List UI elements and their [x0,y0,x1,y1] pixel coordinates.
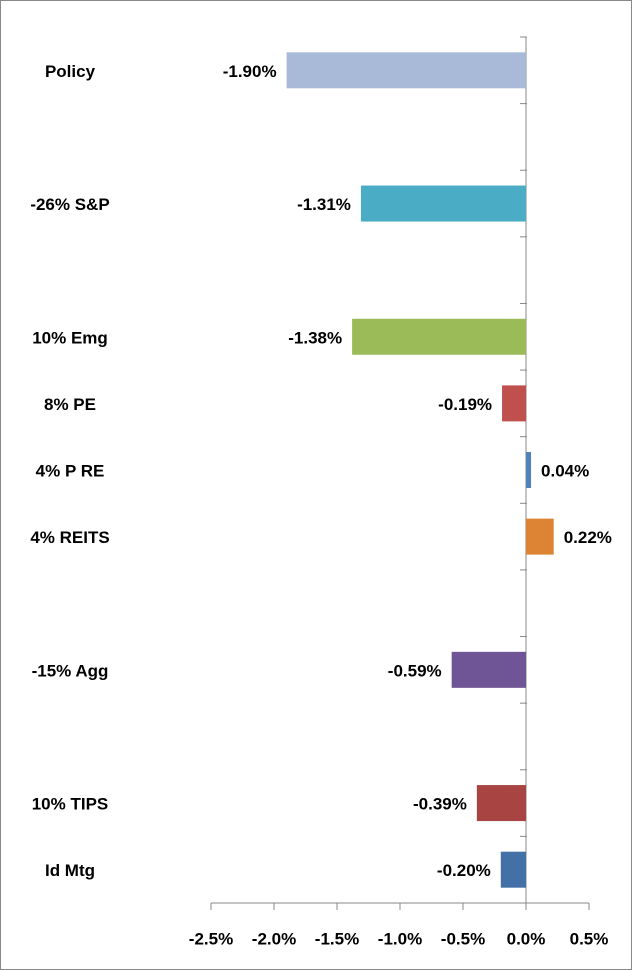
category-label: Policy [45,62,96,81]
value-label: -0.19% [438,395,492,414]
category-label: -26% S&P [30,195,109,214]
x-tick-label: -2.0% [252,929,296,948]
bar [451,651,526,688]
x-tick-label: 0.0% [507,929,546,948]
value-label: -1.38% [288,328,342,347]
value-label: 0.22% [564,528,612,547]
bar [476,785,526,822]
bar [502,385,526,422]
value-label: -0.59% [388,661,442,680]
bar [360,185,526,222]
category-label: 4% P RE [36,461,105,480]
category-label: 10% Emg [32,328,108,347]
bar [526,518,554,555]
bar [286,52,526,89]
bar [526,452,532,488]
value-label: 0.04% [541,461,589,480]
x-tick-label: 0.5% [570,929,609,948]
x-tick-label: -1.0% [378,929,422,948]
bar [352,318,526,355]
category-label: 4% REITS [30,528,109,547]
category-label: Id Mtg [45,861,95,880]
bar [500,851,526,888]
value-label: -0.20% [437,861,491,880]
category-label: -15% Agg [32,661,109,680]
value-label: -1.90% [223,62,277,81]
value-label: -1.31% [297,195,351,214]
category-label: 8% PE [44,395,96,414]
category-label: 10% TIPS [32,795,109,814]
value-label: -0.39% [413,795,467,814]
x-tick-label: -2.5% [189,929,233,948]
x-tick-label: -1.5% [315,929,359,948]
x-tick-label: -0.5% [441,929,485,948]
